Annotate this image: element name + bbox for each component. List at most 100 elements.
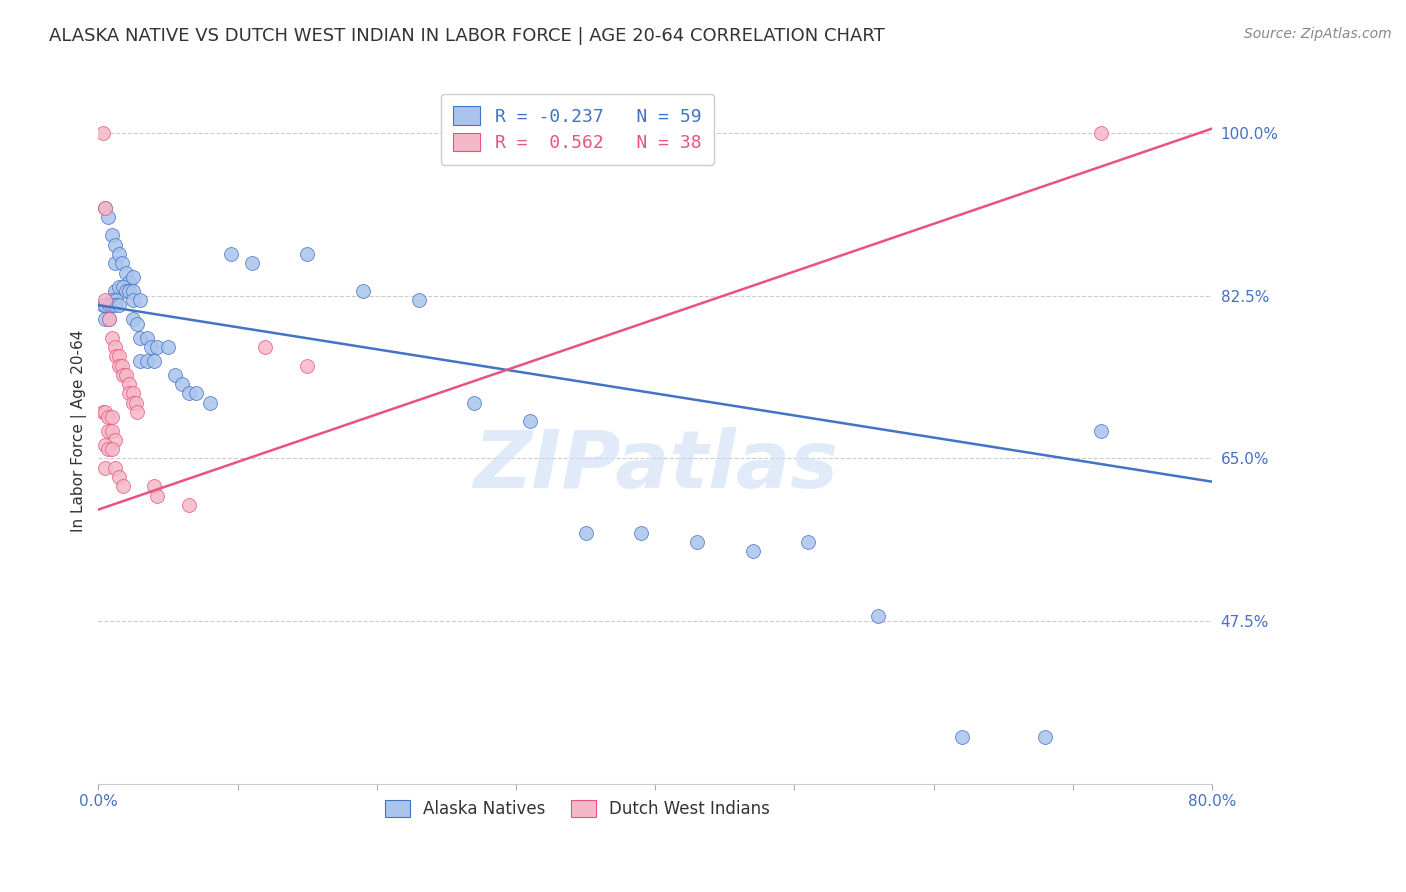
Point	[127, 317, 149, 331]
Point	[122, 284, 145, 298]
Point	[118, 377, 141, 392]
Point	[141, 340, 163, 354]
Point	[170, 377, 193, 392]
Point	[240, 256, 263, 270]
Point	[118, 386, 141, 401]
Point	[797, 535, 820, 549]
Point	[91, 298, 114, 312]
Point	[254, 340, 277, 354]
Point	[108, 349, 131, 363]
Point	[98, 312, 121, 326]
Point	[101, 298, 124, 312]
Legend: Alaska Natives, Dutch West Indians: Alaska Natives, Dutch West Indians	[378, 793, 776, 825]
Point	[94, 312, 117, 326]
Point	[97, 409, 120, 424]
Point	[184, 386, 207, 401]
Point	[105, 349, 128, 363]
Point	[129, 331, 152, 345]
Point	[101, 331, 124, 345]
Text: ZIPatlas: ZIPatlas	[472, 427, 838, 505]
Point	[146, 340, 169, 354]
Point	[136, 331, 159, 345]
Point	[108, 247, 131, 261]
Point	[129, 293, 152, 308]
Point	[94, 293, 117, 308]
Point	[1033, 731, 1056, 745]
Point	[177, 386, 200, 401]
Point	[108, 470, 131, 484]
Point	[129, 354, 152, 368]
Point	[1090, 424, 1112, 438]
Point	[94, 298, 117, 312]
Point	[115, 284, 138, 298]
Point	[115, 368, 138, 382]
Point	[143, 354, 166, 368]
Point	[94, 437, 117, 451]
Point	[104, 298, 127, 312]
Point	[118, 275, 141, 289]
Point	[101, 228, 124, 243]
Point	[122, 386, 145, 401]
Point	[741, 544, 763, 558]
Text: Source: ZipAtlas.com: Source: ZipAtlas.com	[1244, 27, 1392, 41]
Point	[91, 405, 114, 419]
Point	[112, 368, 135, 382]
Point	[108, 298, 131, 312]
Point	[143, 479, 166, 493]
Point	[177, 498, 200, 512]
Point	[104, 340, 127, 354]
Point	[94, 405, 117, 419]
Point	[91, 126, 114, 140]
Point	[156, 340, 179, 354]
Point	[104, 284, 127, 298]
Point	[352, 284, 374, 298]
Point	[115, 266, 138, 280]
Point	[866, 609, 889, 624]
Point	[97, 210, 120, 224]
Point	[146, 489, 169, 503]
Point	[408, 293, 430, 308]
Point	[101, 293, 124, 308]
Point	[686, 535, 709, 549]
Point	[575, 525, 598, 540]
Point	[94, 460, 117, 475]
Point	[111, 256, 134, 270]
Point	[295, 247, 318, 261]
Point	[125, 395, 148, 409]
Point	[122, 312, 145, 326]
Point	[94, 201, 117, 215]
Point	[101, 409, 124, 424]
Point	[127, 405, 149, 419]
Point	[108, 279, 131, 293]
Point	[104, 460, 127, 475]
Point	[104, 256, 127, 270]
Point	[101, 442, 124, 457]
Point	[108, 359, 131, 373]
Point	[122, 293, 145, 308]
Point	[163, 368, 186, 382]
Point	[122, 395, 145, 409]
Point	[1090, 126, 1112, 140]
Point	[111, 359, 134, 373]
Point	[950, 731, 973, 745]
Point	[219, 247, 242, 261]
Point	[101, 424, 124, 438]
Point	[98, 298, 121, 312]
Point	[104, 433, 127, 447]
Point	[105, 293, 128, 308]
Point	[630, 525, 652, 540]
Point	[519, 414, 541, 428]
Point	[98, 312, 121, 326]
Point	[104, 237, 127, 252]
Point	[112, 279, 135, 293]
Point	[112, 479, 135, 493]
Point	[94, 201, 117, 215]
Point	[118, 284, 141, 298]
Y-axis label: In Labor Force | Age 20-64: In Labor Force | Age 20-64	[72, 329, 87, 532]
Point	[97, 442, 120, 457]
Point	[198, 395, 221, 409]
Point	[295, 359, 318, 373]
Point	[463, 395, 485, 409]
Point	[136, 354, 159, 368]
Point	[97, 424, 120, 438]
